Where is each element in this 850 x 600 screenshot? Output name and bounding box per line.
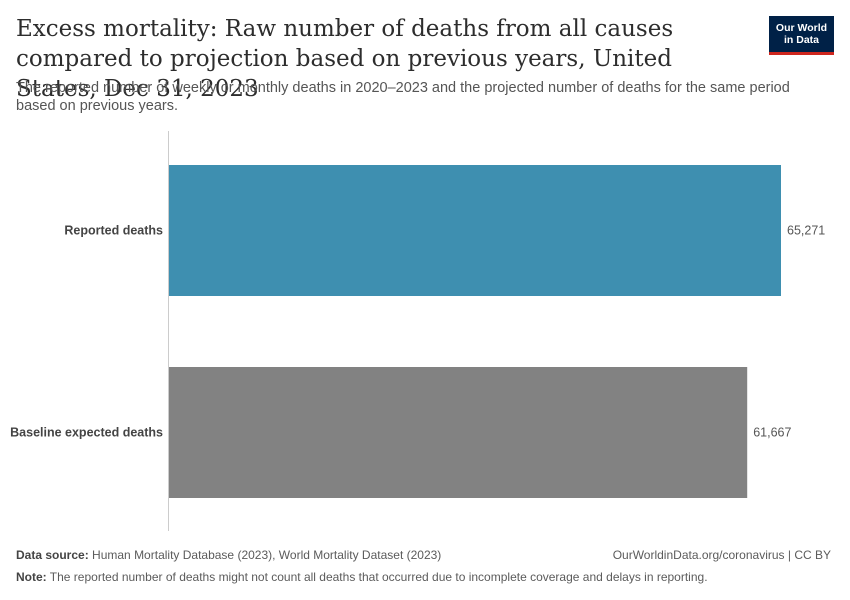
data-source-text[interactable]: Human Mortality Database (2023), World M… bbox=[92, 548, 442, 562]
data-source: Data source: Human Mortality Database (2… bbox=[16, 548, 831, 562]
note-label: Note: bbox=[16, 570, 47, 584]
chart-title: Excess mortality: Raw number of deaths f… bbox=[16, 16, 674, 102]
logo-line-2: in Data bbox=[783, 34, 819, 46]
note-text: The reported number of deaths might not … bbox=[49, 570, 708, 584]
owid-logo[interactable]: Our World in Data bbox=[769, 16, 834, 55]
bar-baseline-expected-deaths[interactable] bbox=[169, 367, 748, 498]
bar-reported-deaths[interactable] bbox=[169, 165, 781, 296]
chart-subtitle: The reported number of weekly or monthly… bbox=[16, 80, 790, 114]
chart-note: Note: The reported number of deaths migh… bbox=[16, 570, 831, 584]
logo-line-1: Our World bbox=[775, 22, 828, 34]
value-label: 65,271 bbox=[787, 224, 825, 238]
data-source-label: Data source: bbox=[16, 548, 89, 562]
value-label: 61,667 bbox=[753, 426, 791, 440]
category-label: Baseline expected deaths bbox=[10, 426, 163, 440]
source-link[interactable]: OurWorldinData.org/coronavirus | CC BY bbox=[612, 548, 831, 562]
category-label: Reported deaths bbox=[64, 224, 163, 238]
bar-chart: Reported deaths 65,271 Baseline expected d… bbox=[10, 131, 825, 531]
